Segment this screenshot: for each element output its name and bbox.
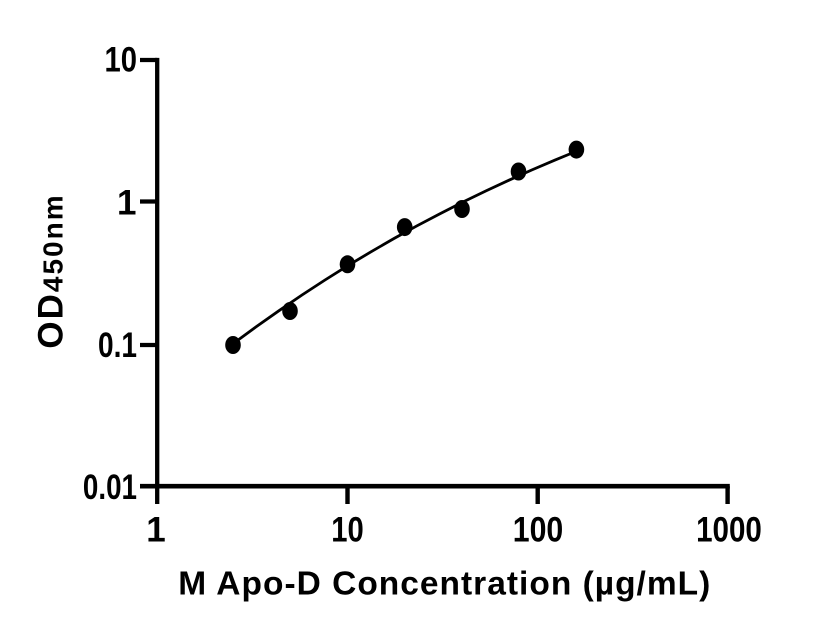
svg-text:1: 1 [146,511,165,550]
svg-text:10: 10 [105,41,138,80]
svg-text:M Apo-D Concentration (µg/mL): M Apo-D Concentration (µg/mL) [178,565,710,602]
svg-text:10: 10 [331,511,364,550]
svg-text:1000: 1000 [696,511,762,550]
svg-text:1: 1 [117,184,136,223]
svg-text:0.1: 0.1 [98,326,137,365]
svg-text:OD450nm: OD450nm [32,193,71,348]
svg-text:0.01: 0.01 [83,468,137,507]
svg-text:100: 100 [513,511,564,550]
